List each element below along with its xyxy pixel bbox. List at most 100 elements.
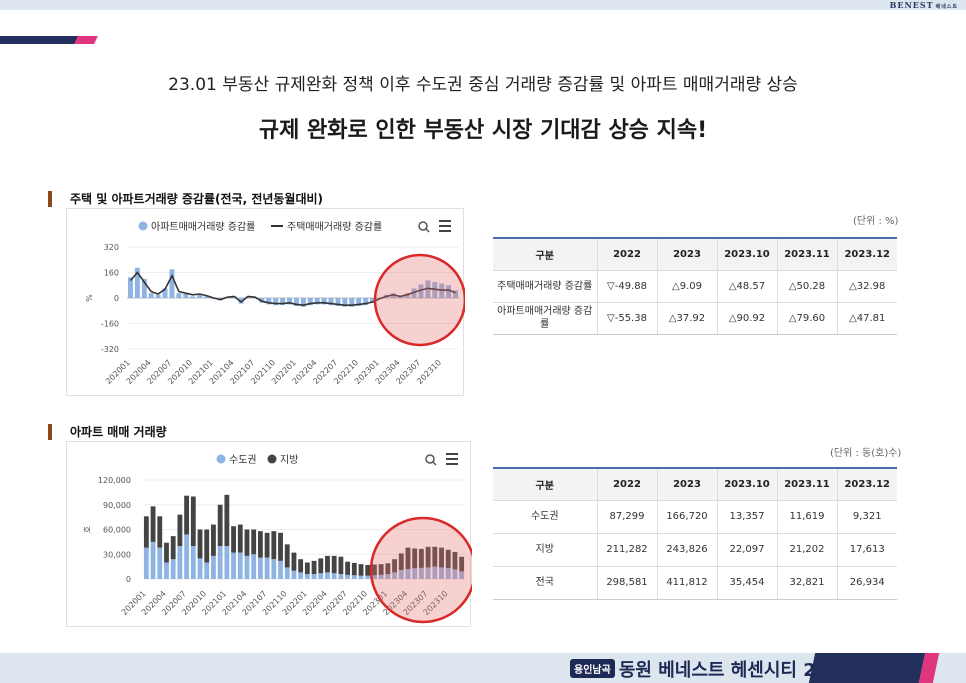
bar-capital-area	[197, 558, 203, 579]
headline: 23.01 부동산 규제완화 정책 이후 수도권 중심 거래량 증감률 및 아파…	[168, 75, 798, 95]
table-row: 수도권 87,299 166,720 13,357 11,619 9,321	[493, 499, 897, 533]
bar-regional	[204, 529, 210, 563]
table-row-label: 전국	[493, 565, 598, 600]
bar-capital-area	[345, 574, 351, 579]
table-row-label: 아파트매매거래량 증감률	[493, 301, 598, 335]
table-header-cell: 2023.11	[777, 237, 838, 270]
top-strip	[0, 0, 966, 10]
bar-apt-change	[238, 298, 244, 304]
bar-capital-area	[143, 547, 149, 579]
bar-capital-area	[164, 562, 169, 579]
bar-capital-area	[372, 575, 377, 579]
bar-regional	[278, 532, 283, 561]
table-cell: 9,321	[837, 499, 897, 533]
table-header-row: 구분 2022 2023 2023.10 2023.11 2023.12	[493, 237, 897, 270]
bar-capital-area	[170, 559, 176, 579]
legend-dot-marker	[216, 454, 226, 464]
bar-regional	[251, 529, 257, 555]
table-row: 전국 298,581 411,812 35,454 32,821 26,934	[493, 565, 897, 600]
table-header-cell: 2023.10	[717, 237, 778, 270]
bar-regional	[385, 563, 391, 575]
table-cell: 87,299	[597, 499, 658, 533]
table-row: 주택매매거래량 증감률 ▽-49.88 △9.09 △48.57 △50.28 △32.9…	[493, 269, 897, 302]
bar-capital-area	[264, 557, 270, 579]
table-row-label: 주택매매거래량 증감률	[493, 269, 598, 302]
bar-capital-area	[211, 555, 216, 579]
table-cell: 17,613	[837, 532, 897, 566]
bar-regional	[291, 552, 297, 571]
bar-regional	[412, 548, 418, 569]
apt-volume-table: 구분 2022 2023 2023.10 2023.11 2023.12 수도권 87,299…	[493, 467, 897, 600]
bar-apt-change	[363, 298, 369, 306]
bar-apt-change	[127, 277, 133, 298]
bar-capital-area	[398, 569, 404, 579]
section1-unit: (단위 : %)	[853, 216, 899, 227]
footer-project-name: 용인남곡 동원 베네스트 헤센시티 2	[570, 656, 816, 682]
table-row: 아파트매매거래량 증감률 ▽-55.38 △37.92 △90.92 △79.60 △47…	[493, 301, 897, 335]
bar-capital-area	[257, 557, 263, 579]
bar-apt-change	[162, 288, 168, 298]
bar-regional	[351, 562, 357, 576]
bar-capital-area	[278, 560, 283, 579]
bar-apt-change	[134, 267, 140, 298]
chart2-svg: 수도권 지방120,00090,00060,00030,0000호20200120…	[83, 453, 472, 624]
table-cell: ▽-55.38	[597, 301, 658, 335]
bar-capital-area	[412, 568, 418, 579]
table-header-cell: 구분	[493, 237, 598, 270]
y-tick-label: 0	[114, 294, 119, 303]
bar-apt-change	[446, 285, 452, 298]
bar-apt-change	[266, 298, 272, 305]
bar-capital-area	[237, 552, 243, 579]
bar-capital-area	[244, 555, 250, 579]
subhead: 규제 완화로 인한 부동산 시장 기대감 상승 지속!	[258, 118, 708, 143]
bar-capital-area	[224, 546, 230, 579]
table-cell: △50.28	[777, 269, 838, 302]
bar-capital-area	[338, 574, 344, 579]
bar-regional	[237, 524, 243, 553]
y-axis-label: 호	[83, 526, 92, 533]
bar-apt-change	[307, 298, 313, 306]
bar-apt-change	[370, 298, 376, 303]
y-tick-label: -160	[101, 320, 119, 329]
bar-regional	[418, 548, 424, 568]
bar-regional	[164, 542, 169, 563]
legend-dot-marker	[267, 454, 277, 464]
bar-apt-change	[190, 296, 196, 298]
bar-capital-area	[284, 567, 290, 579]
bar-regional	[184, 495, 190, 535]
legend-label: 지방	[280, 454, 298, 466]
table-header-cell: 2023	[657, 237, 718, 270]
bar-regional	[217, 504, 223, 546]
bar-regional	[311, 560, 317, 575]
table-row: 지방 211,282 243,826 22,097 21,202 17,613	[493, 532, 897, 566]
line-house-change	[129, 271, 456, 307]
bar-capital-area	[190, 546, 196, 579]
bar-regional	[372, 564, 377, 576]
legend-label: 아파트매매거래량 증감률	[151, 221, 255, 233]
bar-capital-area	[418, 567, 424, 579]
table-header-cell: 2023.10	[717, 467, 778, 500]
bar-apt-change	[287, 298, 293, 305]
table-cell: 166,720	[657, 499, 718, 533]
table-cell: △47.81	[837, 301, 897, 335]
bar-apt-change	[314, 298, 320, 305]
bar-capital-area	[291, 570, 297, 579]
bar-regional	[331, 555, 337, 574]
table-cell: 298,581	[597, 565, 658, 600]
bar-regional	[459, 556, 465, 572]
table-cell: △9.09	[657, 269, 718, 302]
y-tick-label: 120,000	[98, 476, 131, 485]
table-header-cell: 2023.12	[837, 467, 897, 500]
bar-apt-change	[197, 294, 203, 298]
table-cell: △48.57	[717, 269, 778, 302]
bar-regional	[224, 494, 230, 546]
bar-capital-area	[445, 567, 451, 579]
bar-regional	[452, 551, 458, 570]
section2-unit: (단위 : 동(호)수)	[830, 448, 902, 459]
zoom-icon	[418, 221, 428, 231]
highlight-circle	[369, 516, 472, 624]
bar-capital-area	[318, 573, 324, 579]
zoom-icon	[425, 454, 435, 464]
footer-name: 동원 베네스트 헤센시티 2	[618, 660, 816, 681]
section1-title: 주택 및 아파트거래량 증감률(전국, 전년동월대비)	[48, 191, 323, 207]
